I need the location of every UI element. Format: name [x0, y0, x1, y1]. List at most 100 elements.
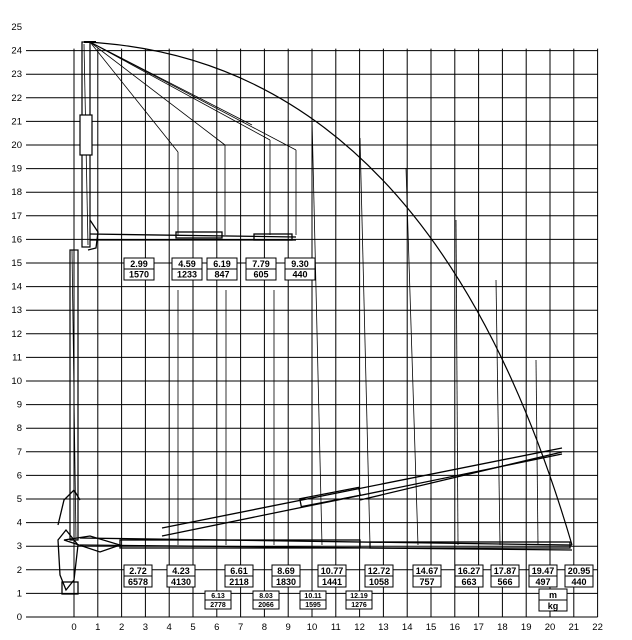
- y-tick-label: 18: [11, 187, 22, 198]
- y-tick-label: 0: [17, 612, 22, 623]
- load-value: 757: [419, 577, 434, 587]
- load-label-small: 6.13 2778: [204, 590, 232, 610]
- small-load-labels: 6.13 2778 8.03 2066 10.11 1595 12.19 1276: [204, 590, 373, 610]
- load-value: 440: [292, 270, 307, 280]
- x-tick-label: 12: [354, 622, 365, 633]
- y-tick-label: 22: [11, 93, 22, 104]
- y-tick-label: 1: [17, 588, 22, 599]
- reach-value: 14.67: [416, 566, 439, 576]
- reach-value: 6.61: [230, 566, 248, 576]
- y-tick-label: 5: [17, 494, 22, 505]
- load-value: 566: [497, 577, 512, 587]
- y-tick-label: 23: [11, 69, 22, 80]
- x-tick-label: 22: [592, 622, 603, 633]
- reach-value: 9.30: [291, 259, 309, 269]
- load-value: 6578: [128, 577, 148, 587]
- lower-boom: [63, 535, 573, 553]
- x-tick-label: 0: [71, 622, 76, 633]
- load-value: 2066: [258, 602, 274, 609]
- y-tick-label: 16: [11, 234, 22, 245]
- reach-value: 8.69: [277, 566, 295, 576]
- x-tick-label: 21: [569, 622, 580, 633]
- x-tick-label: 4: [167, 622, 172, 633]
- x-tick-label: 7: [238, 622, 243, 633]
- x-tick-label: 6: [214, 622, 219, 633]
- y-tick-label: 20: [11, 140, 22, 151]
- load-value: 497: [535, 577, 550, 587]
- load-value: 847: [214, 270, 229, 280]
- x-tick-label: 10: [307, 622, 318, 633]
- x-tick-label: 2: [119, 622, 124, 633]
- y-tick-label: 25: [11, 22, 22, 33]
- load-label-small: 10.11 1595: [299, 590, 327, 610]
- load-value: 663: [461, 577, 476, 587]
- reach-value: 7.79: [252, 259, 270, 269]
- x-tick-label: 13: [378, 622, 389, 633]
- reach-value: 12.19: [350, 593, 368, 600]
- y-tick-label: 14: [11, 282, 22, 293]
- y-tick-label: 9: [17, 400, 22, 411]
- load-label-small: 8.03 2066: [252, 590, 280, 610]
- reach-value: 2.99: [130, 259, 148, 269]
- y-tick-label: 6: [17, 470, 22, 481]
- x-tick-label: 11: [331, 622, 341, 633]
- load-label-small: 12.19 1276: [345, 590, 373, 610]
- reach-value: 17.87: [494, 566, 517, 576]
- y-tick-label: 19: [11, 164, 22, 175]
- grid: [26, 48, 599, 618]
- load-value: 605: [253, 270, 268, 280]
- load-value: 1830: [276, 577, 296, 587]
- reach-value: 8.03: [259, 593, 273, 600]
- reach-value: 6.19: [213, 259, 231, 269]
- reach-value: 6.13: [211, 593, 225, 600]
- y-axis-ticks: 0123456789101112131415161718192021222324…: [11, 22, 22, 623]
- y-tick-label: 21: [11, 116, 22, 127]
- reach-value: 10.11: [304, 593, 321, 600]
- x-tick-label: 18: [497, 622, 508, 633]
- load-value: 440: [571, 577, 586, 587]
- y-tick-label: 12: [11, 329, 22, 340]
- unit-mass: kg: [548, 601, 559, 611]
- x-tick-label: 9: [286, 622, 291, 633]
- load-value: 1276: [351, 602, 367, 609]
- y-tick-label: 4: [17, 518, 22, 529]
- lower-drop-lines: [177, 117, 539, 546]
- load-value: 1570: [129, 270, 149, 280]
- x-tick-label: 14: [402, 622, 413, 633]
- y-tick-label: 3: [17, 541, 22, 552]
- load-value: 1058: [369, 577, 389, 587]
- load-value: 2778: [210, 602, 226, 609]
- x-tick-label: 1: [95, 622, 100, 633]
- reach-value: 2.72: [129, 566, 147, 576]
- x-tick-label: 5: [190, 622, 195, 633]
- upper-boom: [87, 219, 297, 251]
- unit-length: m: [549, 590, 557, 600]
- load-value: 1233: [177, 270, 197, 280]
- reach-value: 20.95: [568, 566, 591, 576]
- y-tick-label: 15: [11, 258, 22, 269]
- x-tick-label: 8: [262, 622, 267, 633]
- crane-base: [57, 488, 81, 595]
- x-tick-label: 19: [521, 622, 532, 633]
- units-legend: m kg: [538, 588, 568, 612]
- load-value: 1441: [322, 577, 342, 587]
- x-tick-label: 16: [450, 622, 461, 633]
- x-tick-label: 3: [143, 622, 148, 633]
- y-tick-label: 17: [11, 211, 22, 222]
- inclined-boom: [161, 447, 563, 537]
- reach-value: 12.72: [368, 566, 391, 576]
